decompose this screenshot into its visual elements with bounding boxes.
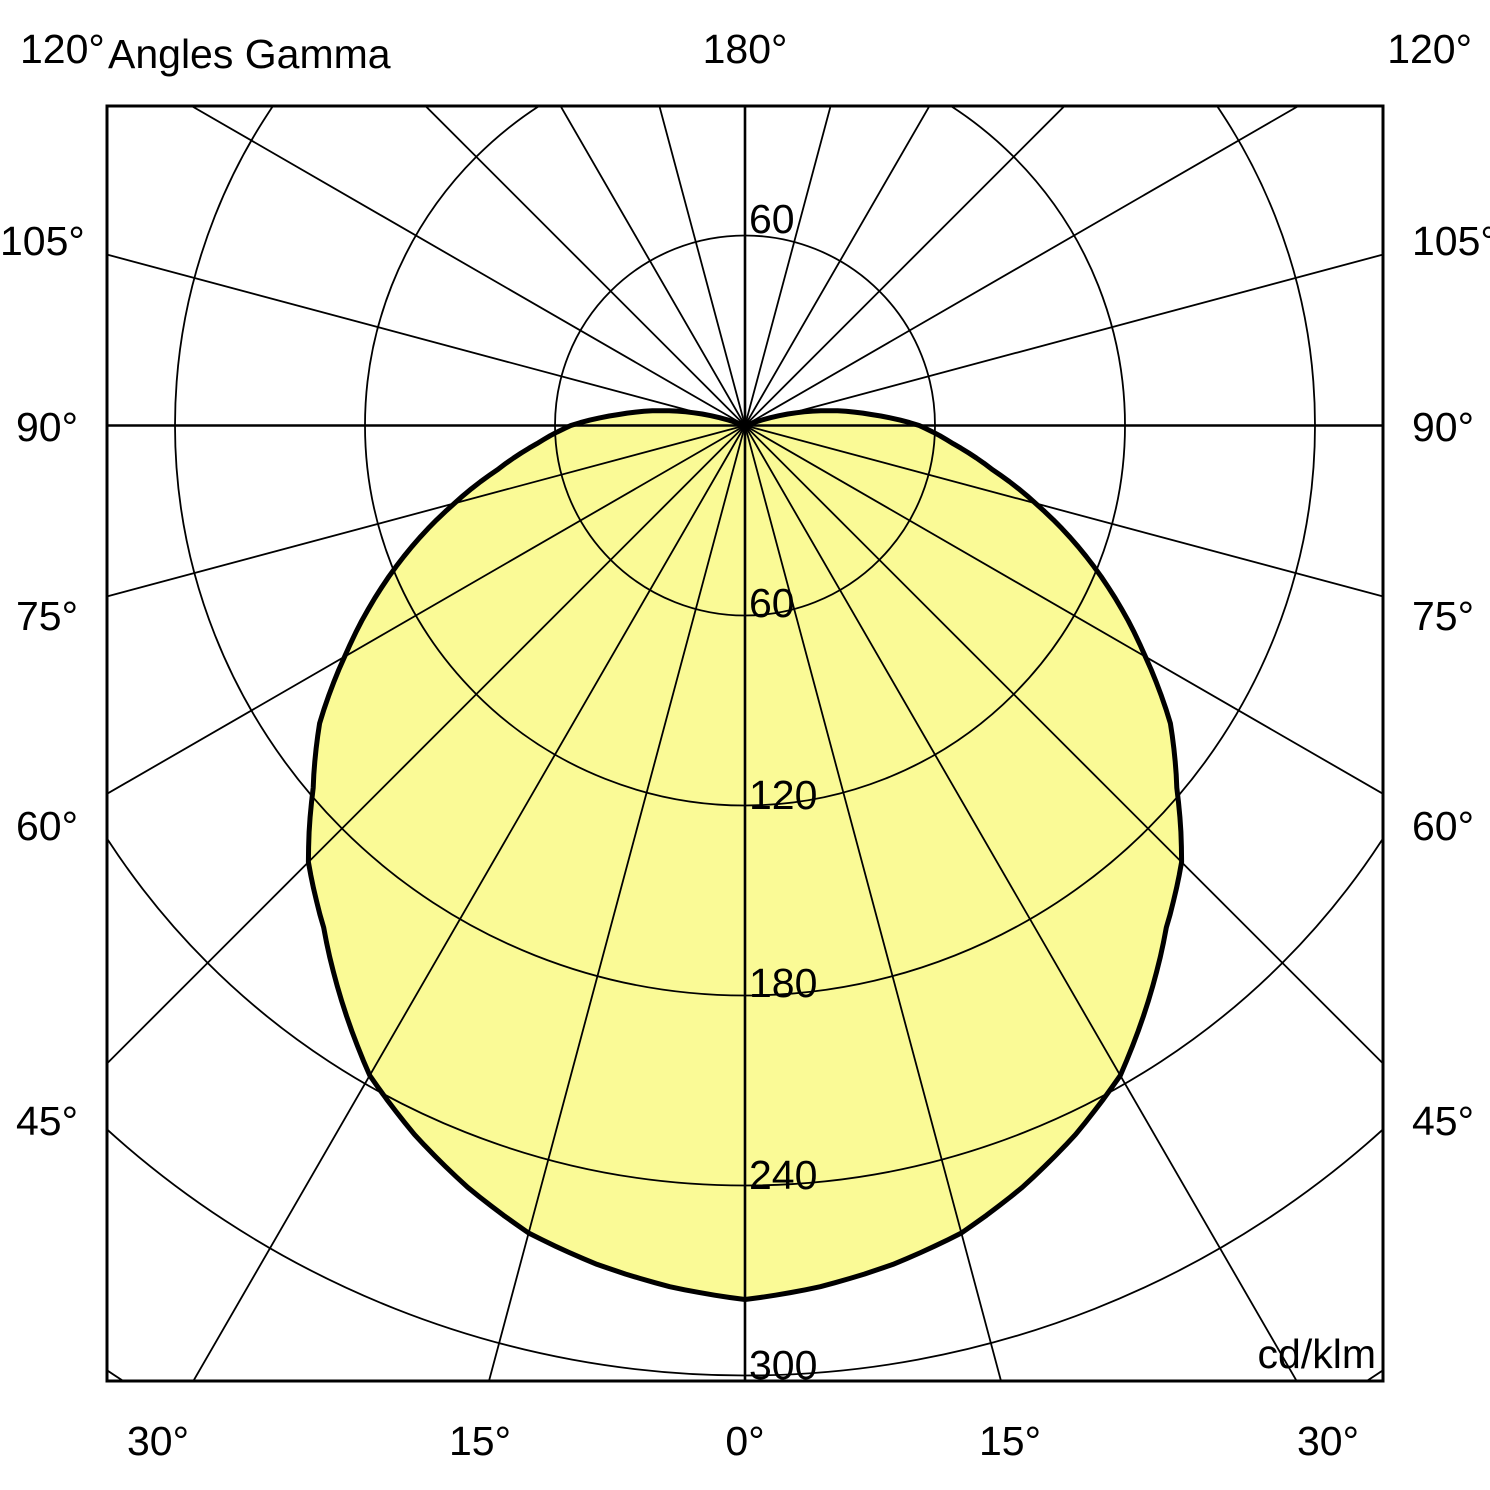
gamma-ray-line: [559, 106, 746, 426]
gamma-label-top-left: 120°: [20, 26, 105, 72]
gamma-label-bottom-0: 0°: [725, 1418, 765, 1464]
plot-border: [105, 104, 1385, 1383]
gamma-ray-line: [744, 424, 1383, 795]
gamma-ray-line: [744, 106, 931, 426]
gamma-ray-line: [192, 425, 746, 1381]
gamma-label-left-90: 90°: [15, 404, 78, 450]
gamma-label-top-right: 120°: [1387, 26, 1472, 72]
gamma-label-bottom-30l: 30°: [126, 1418, 189, 1464]
ring-label-300: 300: [749, 1342, 818, 1388]
gamma-ray-line: [424, 106, 746, 427]
gamma-label-left-60: 60°: [15, 803, 78, 849]
ring-label-180: 180: [749, 960, 818, 1006]
photometric-curve-outline: [305, 408, 1185, 1302]
gamma-label-bottom-15l: 15°: [448, 1418, 511, 1464]
gamma-ray-line: [744, 106, 832, 426]
gamma-label-top-center: 180°: [702, 26, 788, 72]
gamma-ray-line: [744, 424, 1383, 598]
gamma-ray-line: [744, 106, 1066, 427]
gamma-ray-line: [744, 253, 1383, 427]
gamma-ray-line: [744, 424, 1383, 1065]
ring-label-60-top: 60: [749, 196, 795, 242]
gamma-label-left-75: 75°: [15, 593, 78, 639]
gamma-ray-line: [744, 425, 1298, 1381]
gamma-ray-line: [107, 424, 746, 1065]
gamma-label-right-45: 45°: [1412, 1098, 1475, 1144]
gamma-label-right-105: 105°: [1412, 218, 1490, 264]
gamma-ray-line: [658, 106, 746, 426]
gamma-label-left-105: 105°: [0, 218, 85, 264]
chart-title: Angles Gamma: [108, 31, 391, 77]
gamma-label-bottom-15r: 15°: [978, 1418, 1041, 1464]
unit-label: cd/klm: [1257, 1331, 1376, 1377]
ring-label-240: 240: [749, 1152, 818, 1198]
gamma-ray-line: [107, 253, 746, 427]
gamma-label-right-90: 90°: [1412, 404, 1475, 450]
gamma-ray-line: [189, 106, 746, 427]
gamma-label-left-45: 45°: [15, 1098, 78, 1144]
gamma-ray-line: [107, 424, 746, 795]
gamma-label-right-75: 75°: [1412, 593, 1475, 639]
gamma-ray-line: [744, 106, 1301, 427]
gamma-ray-line: [744, 425, 1002, 1381]
gamma-ray-line: [107, 424, 746, 598]
gamma-label-right-60: 60°: [1412, 803, 1475, 849]
ring-label-120: 120: [749, 772, 818, 818]
ring-label-60: 60: [749, 580, 795, 626]
gamma-ray-line: [488, 425, 746, 1381]
gamma-label-bottom-30r: 30°: [1296, 1418, 1359, 1464]
